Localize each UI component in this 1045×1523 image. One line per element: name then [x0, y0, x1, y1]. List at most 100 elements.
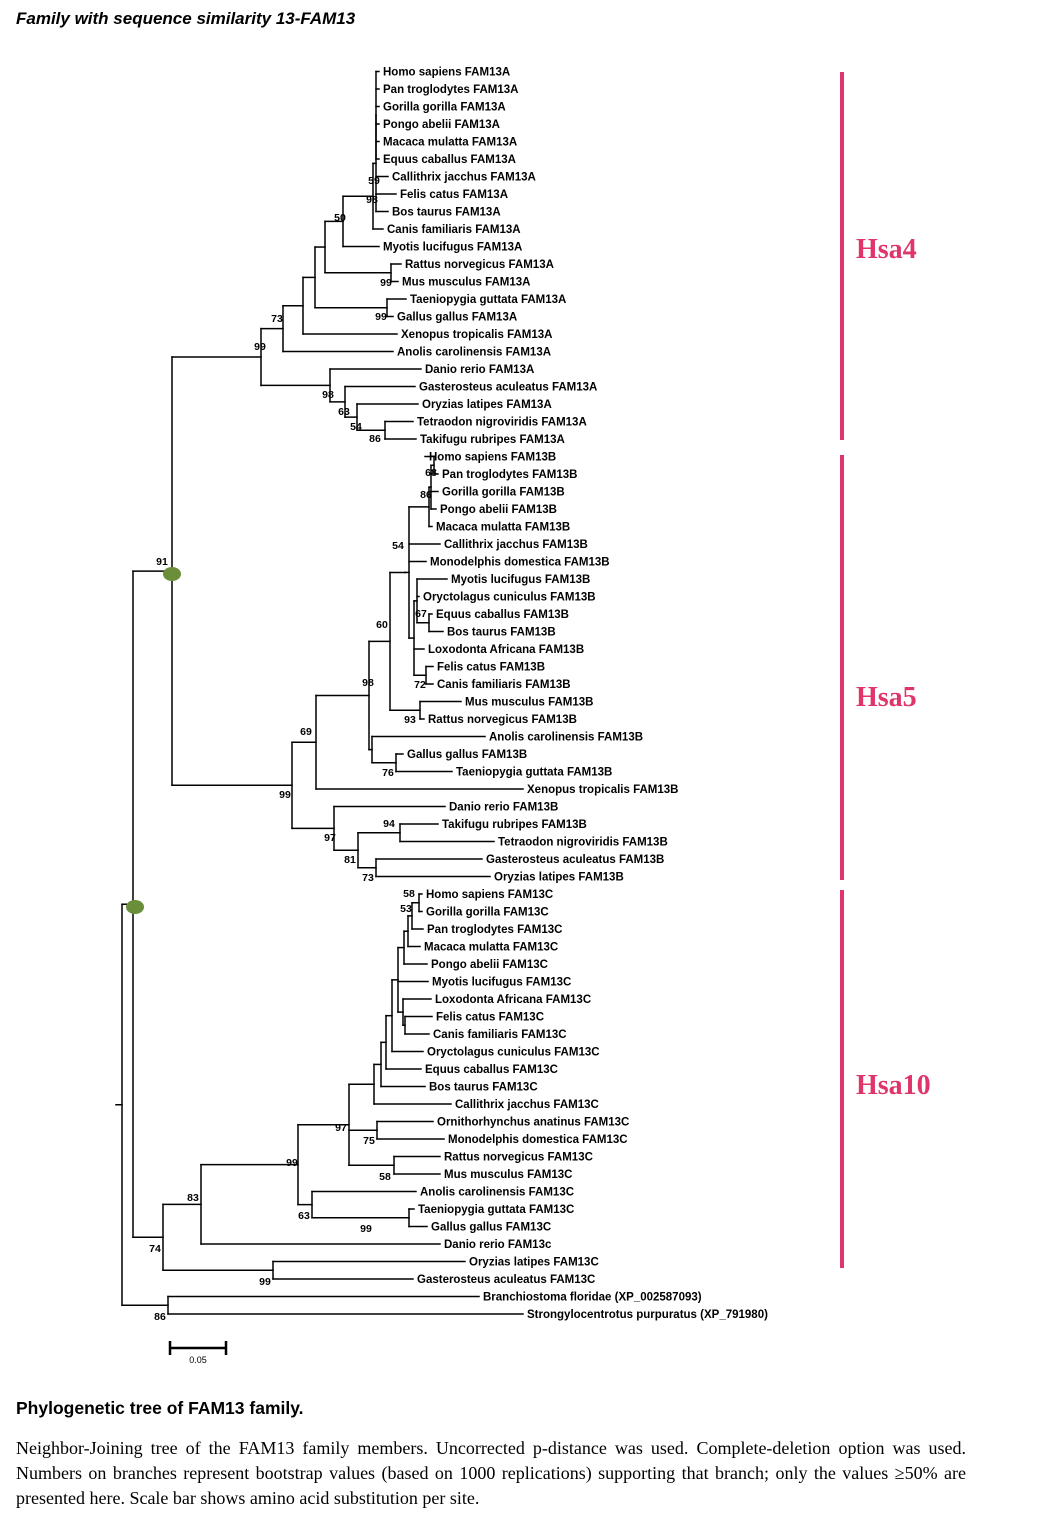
bootstrap-value: 99 — [254, 341, 266, 353]
scale-bar: 0.05 — [168, 1341, 228, 1365]
leaf-label: Takifugu rubripes FAM13B — [442, 819, 587, 831]
bootstrap-value: 99 — [259, 1276, 271, 1288]
leaf-label: Takifugu rubripes FAM13A — [420, 434, 565, 446]
bootstrap-value: 99 — [360, 1223, 372, 1235]
leaf-label: Taeniopygia guttata FAM13A — [410, 294, 566, 306]
leaf-label: Pongo abelii FAM13C — [431, 959, 548, 971]
bootstrap-value: 98 — [322, 389, 334, 401]
leaf-label: Macaca mulatta FAM13B — [436, 522, 570, 534]
leaf-label: Oryzias latipes FAM13B — [494, 872, 624, 884]
leaf-label: Pongo abelii FAM13B — [440, 504, 557, 516]
bootstrap-value: 86 — [369, 433, 381, 445]
leaf-label: Gasterosteus aculeatus FAM13B — [486, 854, 664, 866]
leaf-label: Danio rerio FAM13B — [449, 802, 558, 814]
leaf-label: Xenopus tropicalis FAM13A — [401, 329, 552, 341]
bootstrap-value: 83 — [187, 1192, 199, 1204]
bootstrap-value: 63 — [338, 406, 350, 418]
leaf-label: Branchiostoma floridae (XP_002587093) — [483, 1292, 702, 1304]
leaf-label: Loxodonta Africana FAM13B — [428, 644, 584, 656]
group-label: Hsa10 — [856, 1070, 931, 1101]
leaf-label: Callithrix jacchus FAM13B — [444, 539, 588, 551]
leaf-label: Gallus gallus FAM13C — [431, 1222, 551, 1234]
leaf-label: Canis familiaris FAM13B — [437, 679, 571, 691]
bootstrap-value: 59 — [368, 175, 380, 187]
leaf-label: Myotis lucifugus FAM13B — [451, 574, 590, 586]
leaf-label: Homo sapiens FAM13C — [426, 889, 553, 901]
leaf-label: Gorilla gorilla FAM13C — [426, 907, 549, 919]
leaf-label: Mus musculus FAM13A — [402, 277, 530, 289]
leaf-label: Canis familiaris FAM13C — [433, 1029, 567, 1041]
leaf-label: Equus caballus FAM13C — [425, 1064, 558, 1076]
bootstrap-value: 68 — [425, 467, 437, 479]
leaf-label: Callithrix jacchus FAM13C — [455, 1099, 599, 1111]
bootstrap-value: 74 — [149, 1243, 161, 1255]
leaf-label: Myotis lucifugus FAM13C — [432, 977, 571, 989]
bootstrap-value: 54 — [392, 540, 404, 552]
bootstrap-value: 58 — [379, 1171, 391, 1183]
leaf-label: Gorilla gorilla FAM13A — [383, 102, 506, 114]
leaf-label: Tetraodon nigroviridis FAM13A — [417, 417, 587, 429]
leaf-label: Anolis carolinensis FAM13A — [397, 347, 551, 359]
bootstrap-value: 69 — [300, 726, 312, 738]
leaf-label: Felis catus FAM13A — [400, 189, 508, 201]
bootstrap-value: 60 — [376, 619, 388, 631]
leaf-label: Gorilla gorilla FAM13B — [442, 487, 565, 499]
leaf-label: Taeniopygia guttata FAM13C — [418, 1204, 574, 1216]
leaf-label: Rattus norvegicus FAM13B — [428, 714, 577, 726]
leaf-label: Canis familiaris FAM13A — [387, 224, 521, 236]
bootstrap-value: 99 — [375, 311, 387, 323]
scale-bar-label: 0.05 — [189, 1355, 207, 1365]
bootstrap-value: 91 — [156, 556, 168, 568]
bootstrap-value: 50 — [334, 212, 346, 224]
bootstrap-value: 97 — [324, 832, 336, 844]
leaf-label: Homo sapiens FAM13B — [429, 452, 556, 464]
figure-caption: Neighbor-Joining tree of the FAM13 famil… — [16, 1438, 966, 1508]
leaf-label: Bos taurus FAM13B — [447, 627, 556, 639]
bootstrap-value: 73 — [271, 313, 283, 325]
leaf-label: Oryctolagus cuniculus FAM13B — [423, 592, 596, 604]
bootstrap-value: 58 — [403, 888, 415, 900]
bootstrap-value: 76 — [382, 767, 394, 779]
bootstrap-value: 98 — [366, 194, 378, 206]
duplication-marker — [126, 900, 144, 914]
bootstrap-value: 99 — [279, 789, 291, 801]
page-title: Family with sequence similarity 13-FAM13 — [16, 9, 356, 28]
leaf-label: Bos taurus FAM13A — [392, 207, 501, 219]
leaf-label: Pongo abelii FAM13A — [383, 119, 500, 131]
group-label: Hsa4 — [856, 234, 917, 265]
leaf-label: Oryzias latipes FAM13C — [469, 1257, 599, 1269]
leaf-label: Danio rerio FAM13A — [425, 364, 534, 376]
group-label: Hsa5 — [856, 682, 917, 713]
leaf-label: Xenopus tropicalis FAM13B — [527, 784, 678, 796]
bootstrap-value: 72 — [414, 679, 426, 691]
bootstrap-value: 67 — [415, 608, 427, 620]
bootstrap-value: 63 — [298, 1210, 310, 1222]
bootstrap-value: 99 — [286, 1157, 298, 1169]
phylogenetic-tree: Homo sapiens FAM13A Pan troglodytes FAM13… — [115, 67, 931, 1365]
leaf-label: Ornithorhynchus anatinus FAM13C — [437, 1117, 629, 1129]
bootstrap-value: 86 — [420, 489, 432, 501]
bootstrap-value: 86 — [154, 1311, 166, 1323]
leaf-label: Pan troglodytes FAM13C — [427, 924, 562, 936]
bootstrap-value: 99 — [380, 277, 392, 289]
bootstrap-value: 81 — [344, 854, 356, 866]
bootstrap-value: 93 — [404, 714, 416, 726]
leaf-label: Felis catus FAM13C — [436, 1012, 544, 1024]
leaf-label: Pan troglodytes FAM13A — [383, 84, 518, 96]
leaf-label: Macaca mulatta FAM13A — [383, 137, 517, 149]
leaf-label: Monodelphis domestica FAM13C — [448, 1134, 628, 1146]
leaf-label: Loxodonta Africana FAM13C — [435, 994, 591, 1006]
leaf-label: Mus musculus FAM13C — [444, 1169, 572, 1181]
leaf-label: Pan troglodytes FAM13B — [442, 469, 577, 481]
leaf-label: Gallus gallus FAM13B — [407, 749, 527, 761]
leaf-label: Oryzias latipes FAM13A — [422, 399, 552, 411]
leaf-label: Danio rerio FAM13c — [444, 1239, 552, 1251]
bootstrap-value: 94 — [383, 818, 395, 830]
leaf-label: Monodelphis domestica FAM13B — [430, 557, 610, 569]
bootstrap-value: 53 — [400, 903, 412, 915]
leaf-label: Bos taurus FAM13C — [429, 1082, 538, 1094]
leaf-label: Myotis lucifugus FAM13A — [383, 242, 522, 254]
leaf-label: Anolis carolinensis FAM13C — [420, 1187, 574, 1199]
leaf-label: Equus caballus FAM13A — [383, 154, 516, 166]
leaf-label: Equus caballus FAM13B — [436, 609, 569, 621]
